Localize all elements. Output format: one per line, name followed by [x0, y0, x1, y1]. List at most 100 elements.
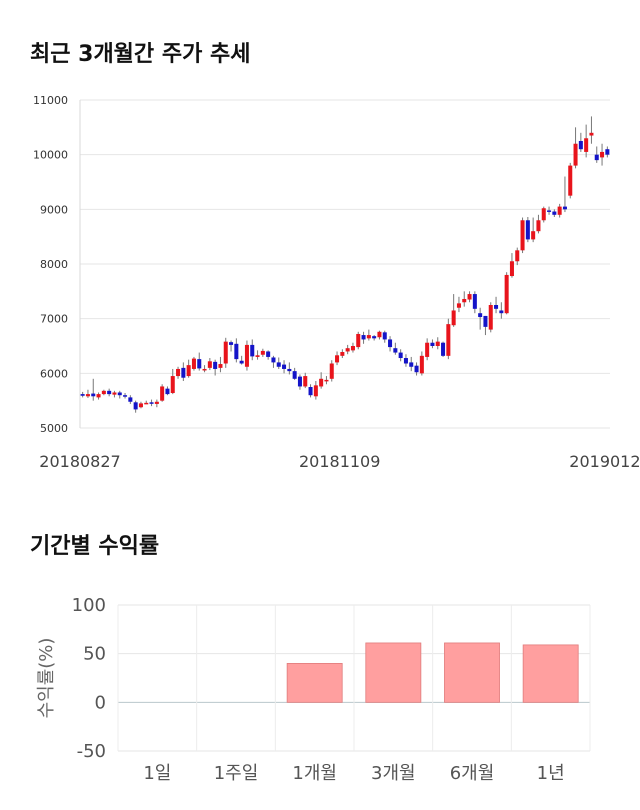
candle-body — [197, 359, 202, 369]
candle — [128, 395, 133, 404]
candle-body — [176, 368, 181, 377]
candle-body — [525, 220, 530, 240]
candle-body — [584, 138, 589, 152]
candle-body — [388, 339, 393, 348]
candle-body — [133, 402, 138, 410]
candle — [154, 399, 159, 408]
candle-body — [451, 310, 456, 326]
candle-body — [186, 365, 191, 377]
candle-body — [229, 342, 234, 345]
returns-x-tick-label: 1주일 — [214, 763, 259, 784]
candle — [319, 372, 324, 389]
candle-body — [456, 303, 461, 308]
returns-bars — [286, 642, 579, 703]
candle-body — [101, 390, 106, 395]
candle-body — [191, 358, 196, 369]
price-y-tick-label: 7000 — [40, 313, 68, 326]
candle-body — [138, 403, 143, 408]
candle — [425, 338, 430, 361]
candle — [91, 378, 96, 401]
price-y-tick-label: 6000 — [40, 367, 68, 380]
candle — [335, 351, 340, 366]
candle-body — [287, 368, 292, 372]
candle — [451, 294, 456, 327]
returns-x-ticks: 1일 1주일 1개월 3개월 6개월 1년 — [143, 763, 564, 784]
candle — [133, 400, 138, 413]
candle — [499, 302, 504, 319]
candle-body — [255, 355, 260, 357]
candle — [197, 352, 202, 371]
price-y-ticks: 5000 6000 7000 8000 9000 10000 11000 — [33, 94, 68, 435]
candle — [207, 358, 212, 371]
returns-y-axis-label: 수익률(%) — [36, 638, 57, 719]
candle — [472, 291, 477, 314]
candle-body — [499, 310, 504, 314]
candle — [276, 357, 281, 369]
candle-body — [91, 393, 96, 397]
candle-body — [149, 402, 154, 404]
candle — [181, 362, 186, 381]
candle — [488, 302, 493, 333]
candle-body — [472, 294, 477, 309]
returns-bar — [365, 642, 422, 703]
candle — [531, 217, 536, 243]
candle-body — [350, 346, 355, 351]
candle-body — [547, 210, 552, 212]
candle-body — [573, 143, 578, 166]
returns-x-tick-label: 1일 — [143, 763, 171, 784]
candle-body — [165, 388, 170, 395]
price-y-tick-label: 9000 — [40, 203, 68, 216]
candle — [398, 349, 403, 362]
candle-body — [509, 261, 514, 277]
returns-y-ticks: -50 0 50 100 — [72, 595, 106, 762]
candle-body — [425, 342, 430, 357]
candle-body — [181, 367, 186, 378]
candle-body — [398, 352, 403, 359]
price-candles — [80, 116, 610, 413]
price-gridlines — [79, 99, 610, 429]
returns-x-tick-label: 1년 — [537, 763, 565, 784]
candle-body — [515, 250, 520, 262]
candle — [329, 360, 334, 382]
candle — [377, 330, 382, 340]
candle-body — [536, 220, 541, 232]
candle-body — [202, 368, 207, 371]
candle — [144, 400, 149, 405]
candle-body — [435, 341, 440, 346]
returns-x-tick-label: 1개월 — [292, 763, 337, 784]
candle — [414, 362, 419, 376]
price-y-tick-label: 5000 — [40, 422, 68, 435]
candle-body — [340, 352, 345, 356]
candle — [356, 331, 361, 350]
candle-body — [297, 376, 302, 387]
candle-body — [207, 361, 212, 368]
candle — [149, 399, 154, 407]
candle — [557, 203, 562, 218]
candle — [403, 354, 408, 367]
candle — [202, 365, 207, 373]
candle-body — [478, 313, 483, 318]
candle-body — [366, 335, 371, 339]
candle-body — [361, 335, 366, 340]
candle-body — [356, 333, 361, 348]
candle-body — [605, 149, 610, 155]
candle-body — [483, 315, 488, 327]
price-y-tick-label: 10000 — [33, 149, 68, 162]
candle-body — [393, 348, 398, 353]
returns-x-tick-label: 3개월 — [371, 763, 416, 784]
candle — [176, 366, 181, 379]
price-x-tick-label: 20190122 — [569, 452, 640, 471]
returns-x-tick-label: 6개월 — [450, 763, 495, 784]
candle-body — [488, 305, 493, 330]
candle-body — [319, 378, 324, 387]
candle — [213, 359, 218, 376]
returns-chart-title: 기간별 수익률 — [30, 534, 160, 559]
candle-body — [414, 365, 419, 373]
candle-body — [324, 379, 329, 382]
candle-body — [329, 363, 334, 379]
candle-body — [250, 344, 255, 357]
candle — [520, 217, 525, 254]
candle — [303, 372, 308, 389]
candle — [170, 368, 175, 395]
candle-body — [223, 341, 228, 364]
